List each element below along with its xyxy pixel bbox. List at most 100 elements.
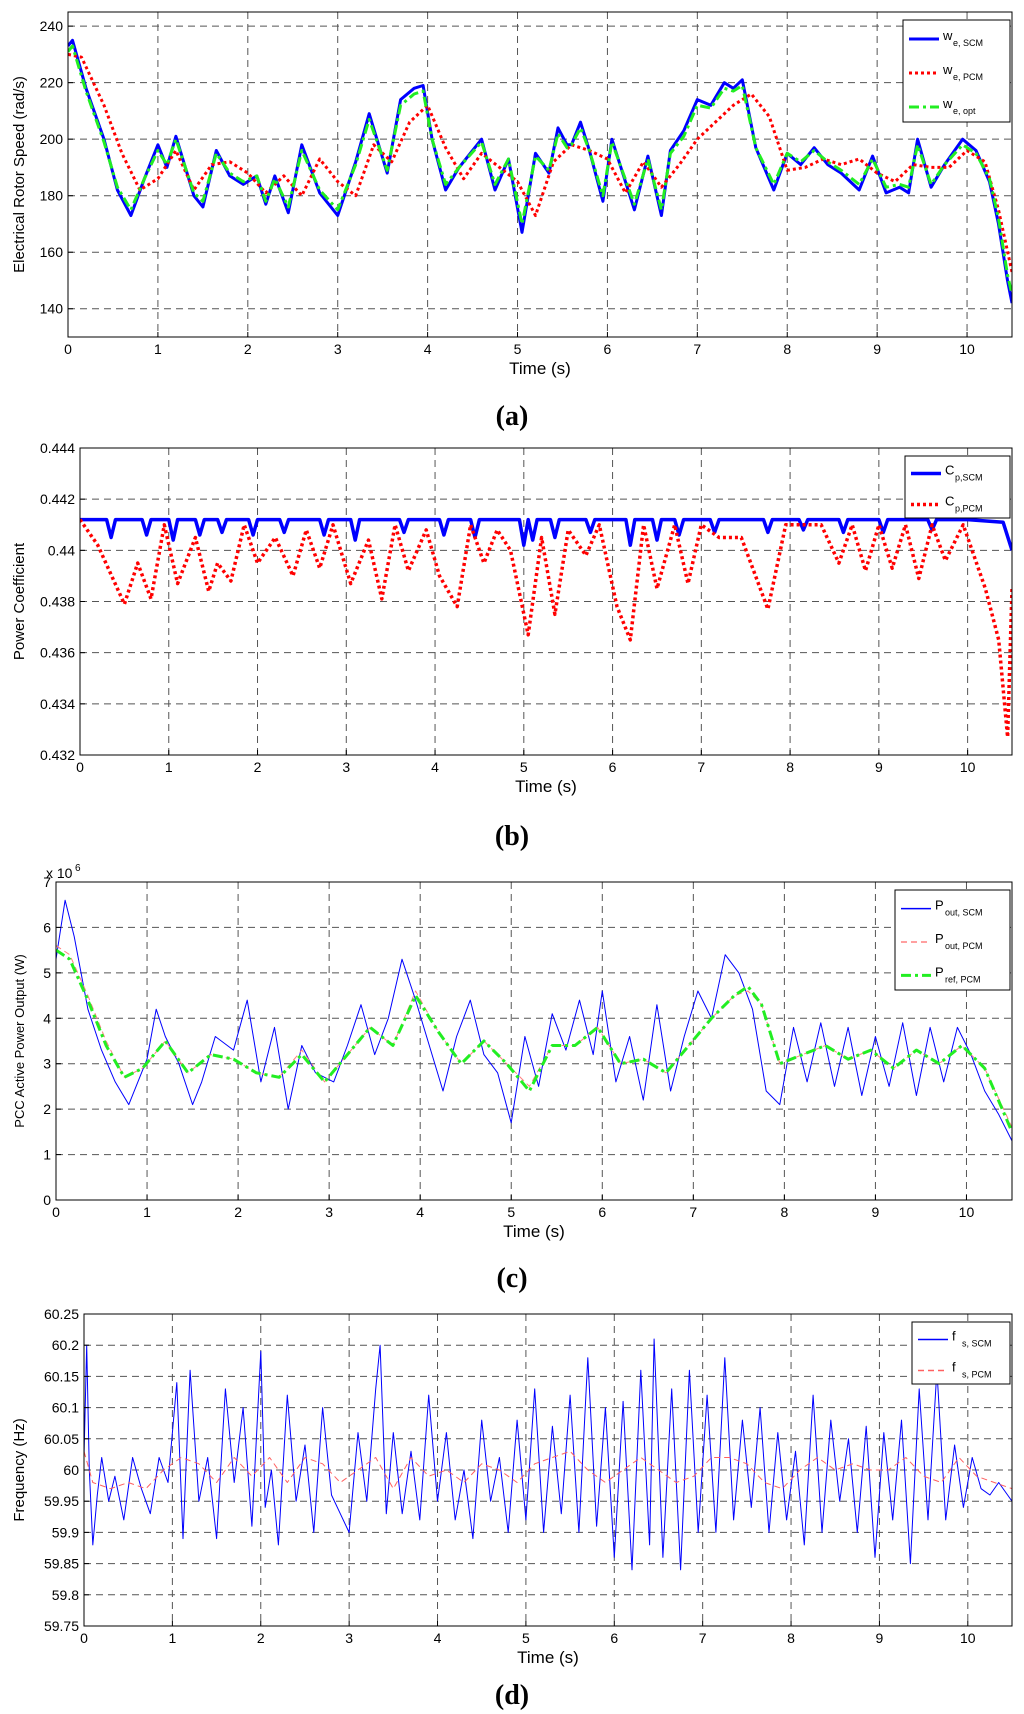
x-axis-label: Time (s) (515, 777, 577, 796)
legend-label-3: w (942, 96, 953, 111)
chart-panel-3: 0 1 2 3 4 5 6 7 8 9 10 0 1 2 3 4 5 6 7 Time (s) PCC Active P… (12, 863, 1013, 1294)
legend-sublabel-3: ref, PCM (945, 974, 981, 984)
legend-sublabel-2: out, PCM (945, 941, 983, 951)
y-tick-label: 6 (43, 919, 51, 935)
series-line-2 (68, 52, 1012, 273)
x-tick-label: 5 (520, 759, 528, 775)
plot-area (56, 882, 1012, 1200)
y-axis-label: Power Coefficient (11, 542, 28, 660)
y-tick-label: 4 (43, 1010, 51, 1026)
axes-frame (55, 881, 1013, 1201)
x-tick-label: 1 (168, 1630, 176, 1646)
panel-label: (d) (495, 1680, 529, 1711)
legend-sublabel-1: p,SCM (955, 473, 983, 483)
y-tick-label: 0.44 (48, 542, 75, 558)
x-tick-label: 4 (424, 341, 432, 357)
x-tick-label: 7 (699, 1630, 707, 1646)
x-tick-label: 8 (787, 1630, 795, 1646)
y-tick-label: 59.9 (52, 1524, 79, 1540)
legend-sublabel-2: s, PCM (962, 1370, 992, 1380)
x-tick-label: 2 (254, 759, 262, 775)
legend: f s, SCM f s, PCM (911, 1321, 1011, 1385)
x-tick-label: 5 (507, 1204, 515, 1220)
legend-label-1: w (942, 28, 953, 43)
x-tick-label: 7 (689, 1204, 697, 1220)
y-tick-label: 0.438 (40, 594, 75, 610)
x-tick-label: 2 (244, 341, 252, 357)
panel-label: (a) (496, 401, 529, 432)
chart-panel-1: 0 1 2 3 4 5 6 7 8 9 10 140 160 180 200 220 240 Time (s) El… (11, 11, 1013, 432)
y-tick-label: 60.1 (52, 1400, 79, 1416)
x-tick-label: 2 (257, 1630, 265, 1646)
x-tick-label: 10 (959, 1204, 975, 1220)
x-tick-label: 10 (959, 341, 975, 357)
series-line-2 (84, 1450, 1012, 1490)
y-multiplier-exponent: 6 (75, 863, 81, 874)
x-tick-label: 9 (875, 759, 883, 775)
x-tick-label: 6 (604, 341, 612, 357)
x-tick-label: 4 (416, 1204, 424, 1220)
legend-box (894, 889, 1011, 991)
legend-label-2: f (952, 1360, 956, 1375)
series-line-1 (56, 899, 1012, 1142)
x-tick-label: 6 (609, 759, 617, 775)
y-multiplier: x 10 (46, 865, 73, 881)
legend-sublabel-1: s, SCM (962, 1339, 992, 1349)
x-tick-label: 8 (780, 1204, 788, 1220)
x-tick-label: 2 (234, 1204, 242, 1220)
legend-box (902, 19, 1011, 123)
x-tick-label: 9 (876, 1630, 884, 1646)
legend-label-2: w (942, 62, 953, 77)
series-line-3 (68, 44, 1012, 295)
x-tick-label: 9 (872, 1204, 880, 1220)
y-tick-label: 180 (40, 188, 64, 204)
x-tick-label: 5 (522, 1630, 530, 1646)
legend-label-3: P (935, 964, 944, 979)
axes-frame (67, 11, 1013, 338)
x-tick-label: 7 (693, 341, 701, 357)
series-line-2 (80, 518, 1012, 739)
x-tick-label: 0 (64, 341, 72, 357)
legend-sublabel-1: out, SCM (945, 908, 983, 918)
legend-label-1: P (935, 898, 944, 913)
panel-label: (b) (495, 821, 529, 852)
panel-label: (c) (496, 1263, 527, 1294)
x-tick-label: 4 (434, 1630, 442, 1646)
y-tick-label: 3 (43, 1056, 51, 1072)
plot-area (84, 1314, 1012, 1626)
legend-sublabel-2: p,PCM (955, 504, 983, 514)
y-tick-label: 7 (43, 874, 51, 890)
y-tick-label: 0.434 (40, 696, 75, 712)
y-tick-label: 0.442 (40, 491, 75, 507)
x-tick-label: 1 (154, 341, 162, 357)
x-tick-label: 10 (960, 759, 976, 775)
legend-box (904, 455, 1011, 519)
y-axis-label: Electrical Rotor Speed (rad/s) (11, 76, 28, 273)
y-tick-label: 0.436 (40, 645, 75, 661)
x-tick-label: 0 (52, 1204, 60, 1220)
x-tick-label: 8 (786, 759, 794, 775)
series-line-2 (56, 945, 1012, 1128)
y-tick-label: 0.444 (40, 440, 75, 456)
y-tick-label: 0.432 (40, 747, 75, 763)
y-tick-label: 140 (40, 301, 64, 317)
x-tick-label: 3 (342, 759, 350, 775)
y-tick-label: 59.75 (44, 1618, 79, 1634)
x-tick-label: 1 (143, 1204, 151, 1220)
x-tick-label: 10 (960, 1630, 976, 1646)
series-line-1 (84, 1338, 1012, 1571)
legend-sublabel-2: e, PCM (953, 72, 983, 82)
legend-label-2: P (935, 931, 944, 946)
x-tick-label: 5 (514, 341, 522, 357)
y-tick-label: 1 (43, 1147, 51, 1163)
x-tick-label: 6 (610, 1630, 618, 1646)
y-tick-label: 2 (43, 1101, 51, 1117)
y-tick-label: 60.15 (44, 1368, 79, 1384)
x-tick-label: 0 (80, 1630, 88, 1646)
legend-label-1: f (952, 1329, 956, 1344)
y-tick-label: 59.95 (44, 1493, 79, 1509)
y-tick-label: 220 (40, 75, 64, 91)
